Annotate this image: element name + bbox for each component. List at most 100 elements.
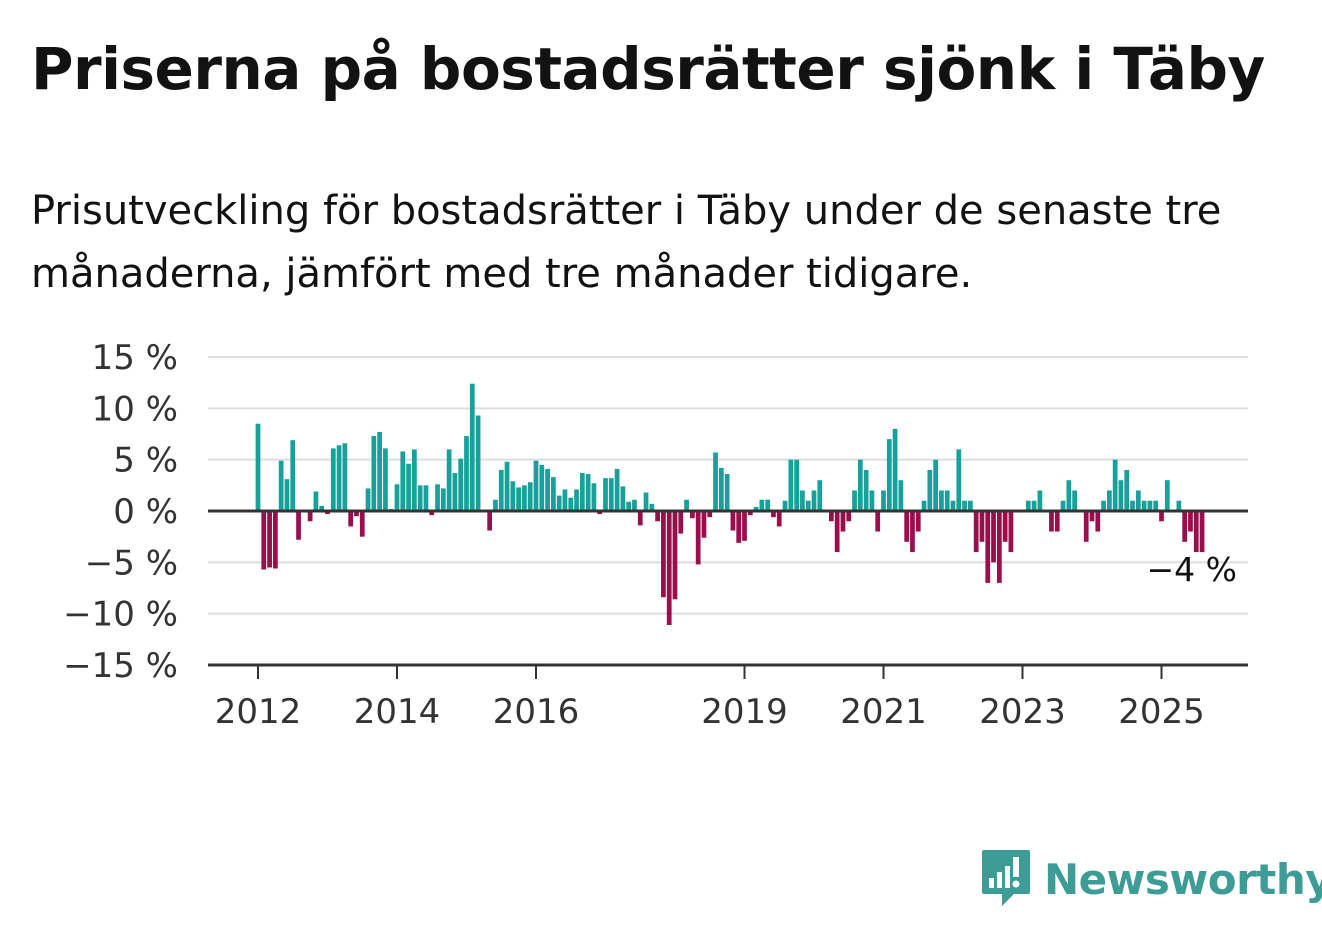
bar: [533, 460, 539, 511]
bar: [1066, 480, 1072, 511]
bar: [632, 499, 637, 511]
bar: [296, 511, 301, 540]
bar: [585, 474, 591, 511]
bar: [377, 431, 382, 511]
bar: [1159, 511, 1164, 522]
bar: [869, 490, 875, 511]
bar: [771, 511, 776, 518]
bar: [643, 492, 649, 511]
bar: [985, 511, 991, 583]
bar: [348, 511, 354, 527]
bar: [510, 481, 516, 511]
bar: [881, 490, 886, 511]
chart-title: Priserna på bostadsrätter sjönk i Täby: [31, 35, 1265, 103]
bar: [736, 511, 742, 543]
bar: [1188, 511, 1193, 532]
bar: [493, 499, 498, 511]
bar: [875, 511, 881, 532]
bar: [1037, 490, 1043, 511]
bar: [1130, 500, 1135, 511]
x-tick-label: 2012: [215, 692, 302, 732]
y-axis-ticks: 15 % 10 % 5 % 0 % −5 % −10 % −15 %: [63, 338, 178, 686]
bar: [805, 500, 811, 511]
bar: [359, 511, 365, 537]
axes: [208, 509, 1248, 667]
bar: [678, 511, 684, 534]
bar: [406, 463, 411, 511]
bar: [423, 485, 429, 511]
bar: [1112, 459, 1118, 511]
bar: [446, 449, 452, 511]
bar: [562, 489, 568, 511]
bar: [840, 511, 846, 532]
bar: [498, 469, 504, 511]
bar: [892, 428, 898, 511]
bar-chart: 15 %10 %5 %0 %−5 %−10 %−15 % 2012 2014 201…: [63, 338, 1248, 732]
bar: [1089, 511, 1095, 522]
bar: [933, 459, 938, 511]
bar: [829, 511, 834, 522]
bar: [834, 511, 840, 553]
bar: [394, 484, 400, 511]
bar: [539, 464, 545, 511]
bar: [794, 459, 799, 511]
bar: [800, 490, 805, 511]
bar: [742, 511, 747, 541]
bar: [475, 415, 481, 511]
x-axis-ticks: 2012 2014 2016 2019 2021 2023 2025: [215, 665, 1205, 732]
bar: [782, 500, 788, 511]
y-tick-label: 10 %: [92, 389, 178, 429]
bar: [417, 485, 423, 511]
bar: [718, 467, 724, 511]
bar: [968, 500, 973, 511]
newsworthy-logo: Newsworthy: [980, 848, 1322, 910]
bar: [927, 469, 933, 511]
bar: [852, 490, 857, 511]
bar: [255, 423, 261, 511]
bar: [1072, 490, 1077, 511]
bar: [354, 511, 359, 517]
bar: [649, 503, 655, 511]
bar: [690, 511, 695, 519]
bar: [545, 468, 550, 511]
bar: [435, 484, 440, 511]
bar: [330, 448, 336, 511]
bar: [950, 500, 956, 511]
bar: [846, 511, 852, 522]
bar: [440, 488, 446, 511]
bar: [817, 480, 823, 511]
bar: [1193, 511, 1199, 553]
bar: [365, 488, 371, 511]
bar: [313, 491, 319, 511]
bar: [973, 511, 979, 553]
bar: [979, 511, 985, 542]
x-tick-label: 2019: [701, 692, 788, 732]
bar: [1101, 500, 1106, 511]
bar: [579, 473, 585, 511]
bar: [1054, 511, 1060, 532]
bar: [1107, 490, 1112, 511]
bar: [1049, 511, 1054, 532]
bar: [290, 440, 296, 511]
bar: [904, 511, 910, 542]
bar: [551, 477, 556, 511]
bar: [915, 511, 921, 532]
bar: [910, 511, 915, 553]
bar: [469, 383, 475, 511]
bar: [637, 511, 643, 526]
x-tick-label: 2014: [354, 692, 441, 732]
bar: [747, 511, 753, 516]
y-tick-label: −5 %: [85, 543, 178, 583]
bar: [684, 499, 689, 511]
x-tick-label: 2021: [840, 692, 927, 732]
bar: [1147, 500, 1153, 511]
bar: [956, 449, 962, 511]
bar: [765, 499, 771, 511]
y-tick-label: 0 %: [113, 492, 178, 532]
bar: [1176, 500, 1182, 511]
bars: [255, 383, 1205, 625]
bar: [1153, 500, 1159, 511]
bar: [452, 473, 458, 511]
bar: [522, 485, 527, 511]
bar: [661, 511, 666, 598]
